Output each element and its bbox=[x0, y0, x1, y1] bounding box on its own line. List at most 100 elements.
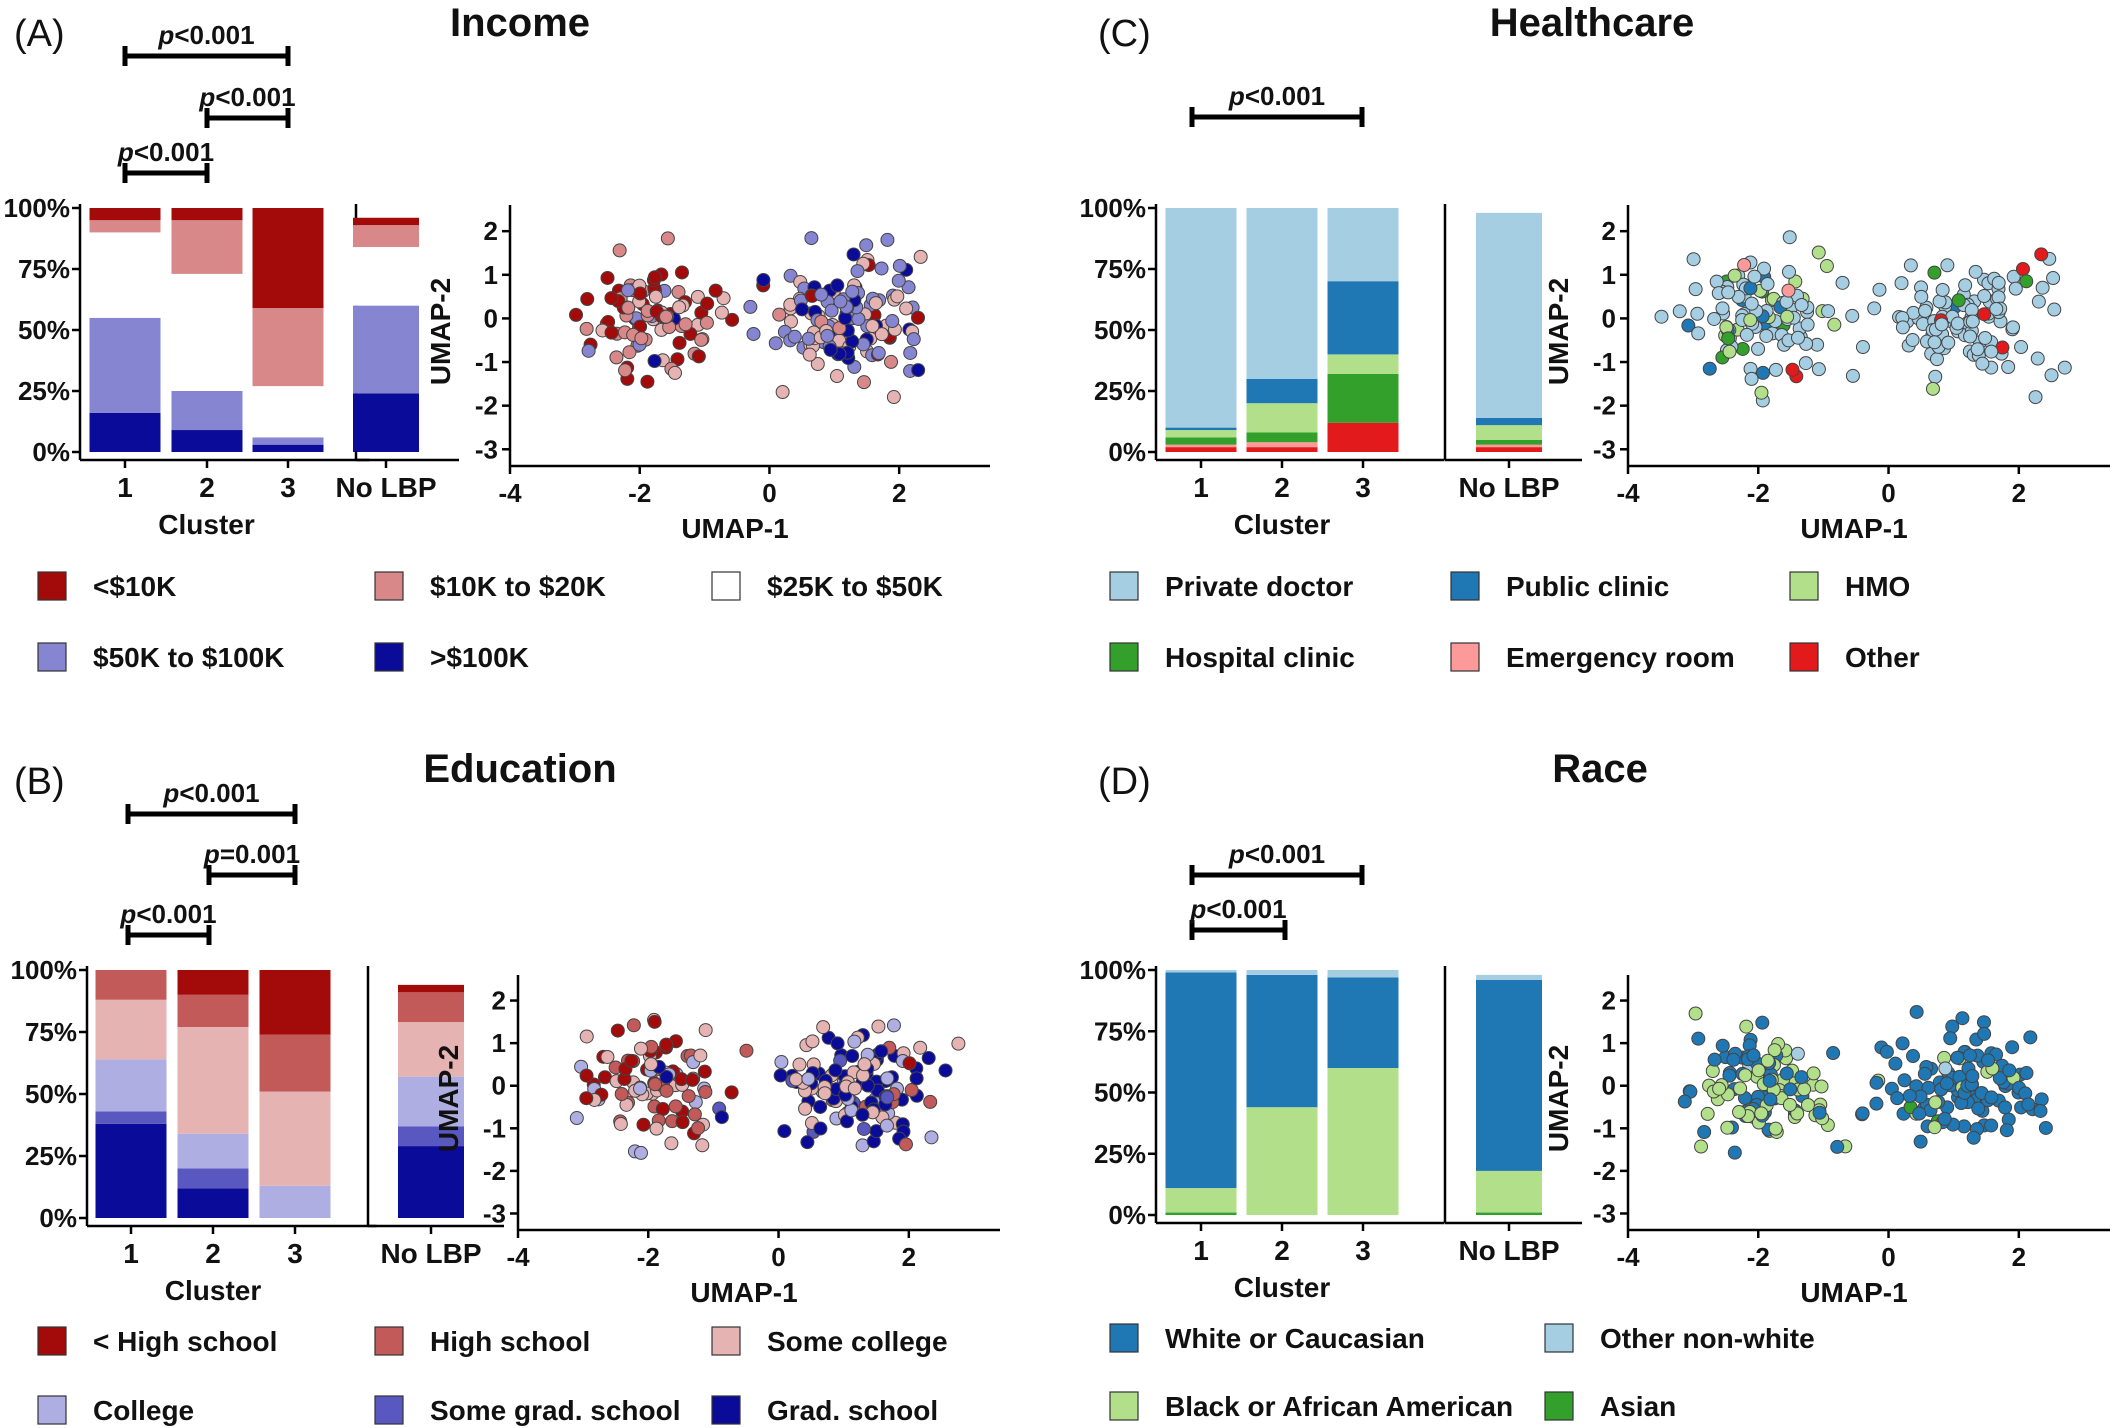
umap-x-tick-label: 0 bbox=[762, 478, 776, 508]
legend-swatch bbox=[37, 571, 67, 601]
umap-point bbox=[1989, 301, 2004, 316]
bar-segment bbox=[252, 386, 324, 438]
umap-point bbox=[1794, 1070, 1809, 1085]
umap-point bbox=[2028, 390, 2043, 405]
bar-segment bbox=[1165, 430, 1237, 438]
umap-point bbox=[1768, 1121, 1783, 1136]
umap-point bbox=[634, 331, 649, 346]
umap-x-tick-label: 2 bbox=[892, 478, 906, 508]
umap-point bbox=[1830, 1139, 1845, 1154]
x-tick-label: 2 bbox=[199, 472, 215, 503]
panel-label: (B) bbox=[14, 761, 65, 803]
umap-point bbox=[660, 231, 675, 246]
umap-point bbox=[1691, 326, 1706, 341]
umap-point bbox=[1785, 362, 1800, 377]
umap-point bbox=[647, 1014, 662, 1029]
umap-point bbox=[1897, 1073, 1912, 1088]
umap-x-tick-label: -4 bbox=[498, 478, 522, 508]
legend-swatch bbox=[37, 642, 67, 672]
umap-x-title: UMAP-1 bbox=[1800, 1277, 1907, 1308]
umap-point bbox=[1727, 1145, 1742, 1160]
y-tick-label: 0% bbox=[39, 1203, 77, 1233]
umap-y-tick-label: 1 bbox=[1602, 260, 1616, 290]
umap-point bbox=[857, 1121, 872, 1136]
umap-point bbox=[1937, 1111, 1952, 1126]
bar-segment bbox=[1246, 970, 1318, 975]
umap-point bbox=[1984, 344, 1999, 359]
umap-point bbox=[694, 332, 709, 347]
umap-point bbox=[714, 305, 729, 320]
umap-y-tick-label: 2 bbox=[1602, 986, 1616, 1016]
reference-bar-segment bbox=[398, 1126, 464, 1147]
umap-point bbox=[1737, 257, 1752, 272]
x-tick-label: 2 bbox=[205, 1238, 221, 1269]
umap-point bbox=[1932, 294, 1947, 309]
bar-segment bbox=[1246, 403, 1318, 433]
umap-point bbox=[1965, 1069, 1980, 1084]
x-tick-label: 3 bbox=[287, 1238, 303, 1269]
bar-segment bbox=[252, 208, 324, 309]
umap-point bbox=[1712, 1081, 1727, 1096]
umap-point bbox=[1950, 316, 1965, 331]
umap-point bbox=[1800, 1097, 1815, 1112]
panel-title: Income bbox=[450, 1, 590, 45]
umap-point bbox=[772, 307, 787, 322]
legend-label: Other non-white bbox=[1600, 1323, 1815, 1354]
umap-point bbox=[828, 1063, 843, 1078]
y-tick-label: 75% bbox=[18, 254, 70, 284]
umap-point bbox=[699, 315, 714, 330]
umap-point bbox=[708, 283, 723, 298]
umap-point bbox=[1735, 341, 1750, 356]
umap-x-title: UMAP-1 bbox=[690, 1277, 797, 1308]
bar-segment bbox=[1327, 281, 1399, 355]
umap-point bbox=[874, 327, 889, 342]
y-tick-label: 50% bbox=[1094, 315, 1146, 345]
bar-segment bbox=[252, 444, 324, 452]
umap-point bbox=[1700, 1106, 1715, 1121]
umap-point bbox=[724, 1085, 739, 1100]
umap-point bbox=[1727, 268, 1742, 283]
umap-point bbox=[871, 1019, 886, 1034]
bar-segment bbox=[1246, 442, 1318, 448]
reference-bar-segment bbox=[353, 247, 419, 306]
bar-segment bbox=[1327, 970, 1399, 978]
umap-point bbox=[622, 345, 637, 360]
umap-point bbox=[1755, 365, 1770, 380]
umap-point bbox=[687, 1107, 702, 1122]
umap-y-tick-label: 0 bbox=[484, 303, 498, 333]
reference-bar-segment bbox=[1476, 974, 1542, 980]
umap-point bbox=[1754, 385, 1769, 400]
umap-point bbox=[2002, 1063, 2017, 1078]
umap-point bbox=[904, 1083, 919, 1098]
umap-point bbox=[714, 1110, 729, 1125]
umap-point bbox=[1715, 1038, 1730, 1053]
legend-label: $10K to $20K bbox=[430, 571, 606, 602]
umap-y-tick-label: -1 bbox=[1593, 1113, 1616, 1143]
umap-point bbox=[2019, 1066, 2034, 1081]
umap-point bbox=[2044, 368, 2059, 383]
umap-y-tick-label: -3 bbox=[1593, 434, 1616, 464]
legend-label: Black or African American bbox=[1165, 1391, 1513, 1422]
umap-point bbox=[898, 1137, 913, 1152]
reference-bar-segment bbox=[1476, 1212, 1542, 1215]
umap-point bbox=[906, 332, 921, 347]
umap-point bbox=[1726, 1052, 1741, 1067]
reference-bar-segment bbox=[1476, 979, 1542, 1171]
umap-point bbox=[1951, 293, 1966, 308]
umap-point bbox=[1958, 278, 1973, 293]
umap-point bbox=[892, 258, 907, 273]
umap-point bbox=[813, 1121, 828, 1136]
umap-point bbox=[794, 302, 809, 317]
legend-swatch bbox=[374, 571, 404, 601]
umap-point bbox=[1939, 1076, 1954, 1091]
umap-point bbox=[685, 1072, 700, 1087]
bar-segment bbox=[171, 430, 243, 452]
umap-point bbox=[814, 287, 829, 302]
umap-point bbox=[678, 317, 693, 332]
umap-point bbox=[1928, 369, 1943, 384]
umap-point bbox=[1869, 1096, 1884, 1111]
umap-point bbox=[1999, 1123, 2014, 1138]
umap-point bbox=[1890, 1091, 1905, 1106]
umap-point bbox=[1744, 371, 1759, 386]
